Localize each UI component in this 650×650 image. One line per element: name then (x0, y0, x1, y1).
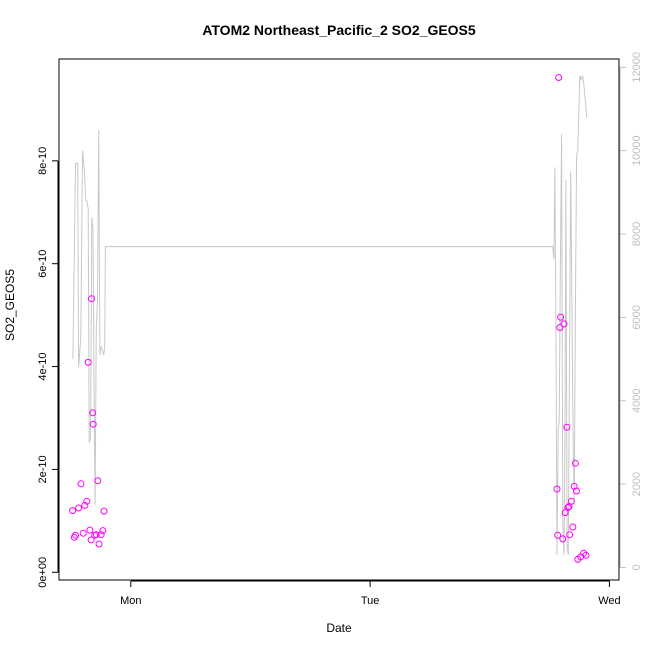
data-point (81, 501, 89, 509)
y-tick-label: 8e-10 (37, 147, 49, 175)
y-tick-label: 0e+00 (37, 557, 49, 588)
y-tick-label: 6e-10 (37, 250, 49, 278)
y2-tick-label: 2000 (631, 472, 643, 496)
y-tick-label: 2e-10 (37, 455, 49, 483)
data-point (75, 504, 83, 512)
y2-tick-label: 10000 (631, 135, 643, 166)
data-point (72, 531, 79, 539)
plot-frame (58, 58, 620, 581)
data-point (88, 295, 95, 303)
data-point (95, 540, 103, 548)
data-point (564, 504, 572, 511)
right-axis: 0 2000 4000 6000 8000 10000 12000 (619, 52, 643, 571)
data-point (86, 526, 94, 534)
data-point (100, 507, 108, 515)
data-point (92, 531, 100, 539)
data-point (569, 523, 577, 531)
x-tick-label: Wed (598, 595, 620, 607)
data-point (563, 423, 571, 431)
data-point (87, 536, 95, 544)
data-point (89, 420, 97, 428)
x-tick-label: Mon (120, 595, 141, 607)
data-point (94, 477, 102, 485)
altitude-line-series (72, 75, 588, 556)
data-point (69, 507, 77, 515)
y-tick-label: 4e-10 (37, 352, 49, 380)
data-point (79, 529, 87, 537)
data-point (97, 531, 105, 539)
so2-point-series (69, 74, 590, 563)
data-point (89, 409, 97, 417)
data-point (559, 535, 567, 543)
y2-tick-label: 8000 (631, 222, 643, 246)
y2-tick-label: 0 (631, 564, 643, 570)
data-point (84, 358, 92, 366)
data-point (553, 485, 561, 493)
data-point (560, 320, 568, 328)
data-point (572, 487, 580, 495)
bottom-axis: Mon Tue Wed (120, 580, 621, 607)
data-point (557, 313, 565, 321)
data-point (555, 74, 563, 81)
y2-tick-label: 12000 (631, 52, 643, 83)
x-axis-label: Date (326, 621, 352, 635)
data-point (571, 459, 579, 467)
chart-title: ATOM2 Northeast_Pacific_2 SO2_GEOS5 (202, 22, 476, 38)
data-point (566, 531, 574, 539)
y2-tick-label: 6000 (631, 305, 643, 329)
y-axis-label: SO2_GEOS5 (3, 269, 17, 341)
data-point (77, 480, 85, 488)
data-point (99, 527, 107, 535)
y2-tick-label: 4000 (631, 389, 643, 413)
data-point (567, 497, 575, 505)
x-tick-label: Tue (361, 595, 380, 607)
data-point (83, 497, 91, 505)
left-axis: 0e+00 2e-10 4e-10 6e-10 8e-10 (37, 147, 59, 588)
data-point (582, 551, 590, 559)
series-line (72, 75, 588, 556)
data-point (556, 324, 564, 331)
data-point (554, 531, 562, 539)
